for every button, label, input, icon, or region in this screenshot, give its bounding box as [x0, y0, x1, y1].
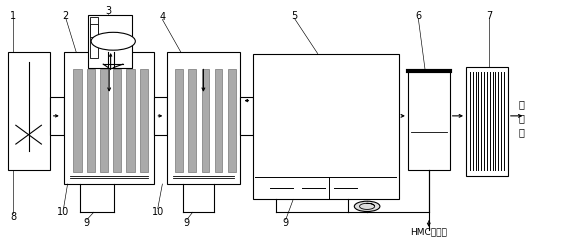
- Bar: [73, 69, 82, 172]
- Bar: [50, 97, 64, 135]
- Text: 9: 9: [184, 218, 190, 228]
- Bar: [408, 71, 449, 170]
- Text: 3: 3: [105, 6, 111, 16]
- Bar: [252, 54, 399, 199]
- Bar: [90, 24, 98, 37]
- Text: 5: 5: [292, 11, 297, 21]
- Text: 8: 8: [10, 212, 16, 222]
- Text: 固: 固: [519, 99, 525, 109]
- Circle shape: [354, 201, 380, 212]
- Circle shape: [91, 32, 135, 50]
- Bar: [90, 17, 98, 58]
- Text: 1: 1: [10, 11, 16, 21]
- Bar: [167, 52, 240, 184]
- Text: HMC发酵液: HMC发酵液: [410, 228, 447, 237]
- Bar: [64, 52, 154, 184]
- Text: 4: 4: [159, 12, 166, 22]
- Bar: [466, 66, 508, 176]
- Bar: [113, 69, 121, 172]
- Bar: [8, 52, 50, 170]
- Bar: [188, 69, 196, 172]
- Text: 2: 2: [63, 11, 69, 21]
- Bar: [100, 69, 108, 172]
- Text: 7: 7: [486, 11, 493, 21]
- Bar: [240, 97, 252, 135]
- Bar: [154, 97, 167, 135]
- Bar: [228, 69, 236, 172]
- Bar: [140, 69, 148, 172]
- Text: 9: 9: [84, 218, 90, 228]
- Bar: [127, 69, 135, 172]
- Text: 物: 物: [519, 127, 525, 137]
- Text: 9: 9: [283, 218, 289, 228]
- Bar: [202, 69, 209, 172]
- Bar: [175, 69, 182, 172]
- Bar: [88, 15, 132, 68]
- Text: 10: 10: [57, 207, 69, 217]
- Text: 形: 形: [519, 113, 525, 123]
- Text: 6: 6: [415, 11, 422, 21]
- Bar: [87, 69, 95, 172]
- Bar: [215, 69, 223, 172]
- Text: 10: 10: [152, 207, 164, 217]
